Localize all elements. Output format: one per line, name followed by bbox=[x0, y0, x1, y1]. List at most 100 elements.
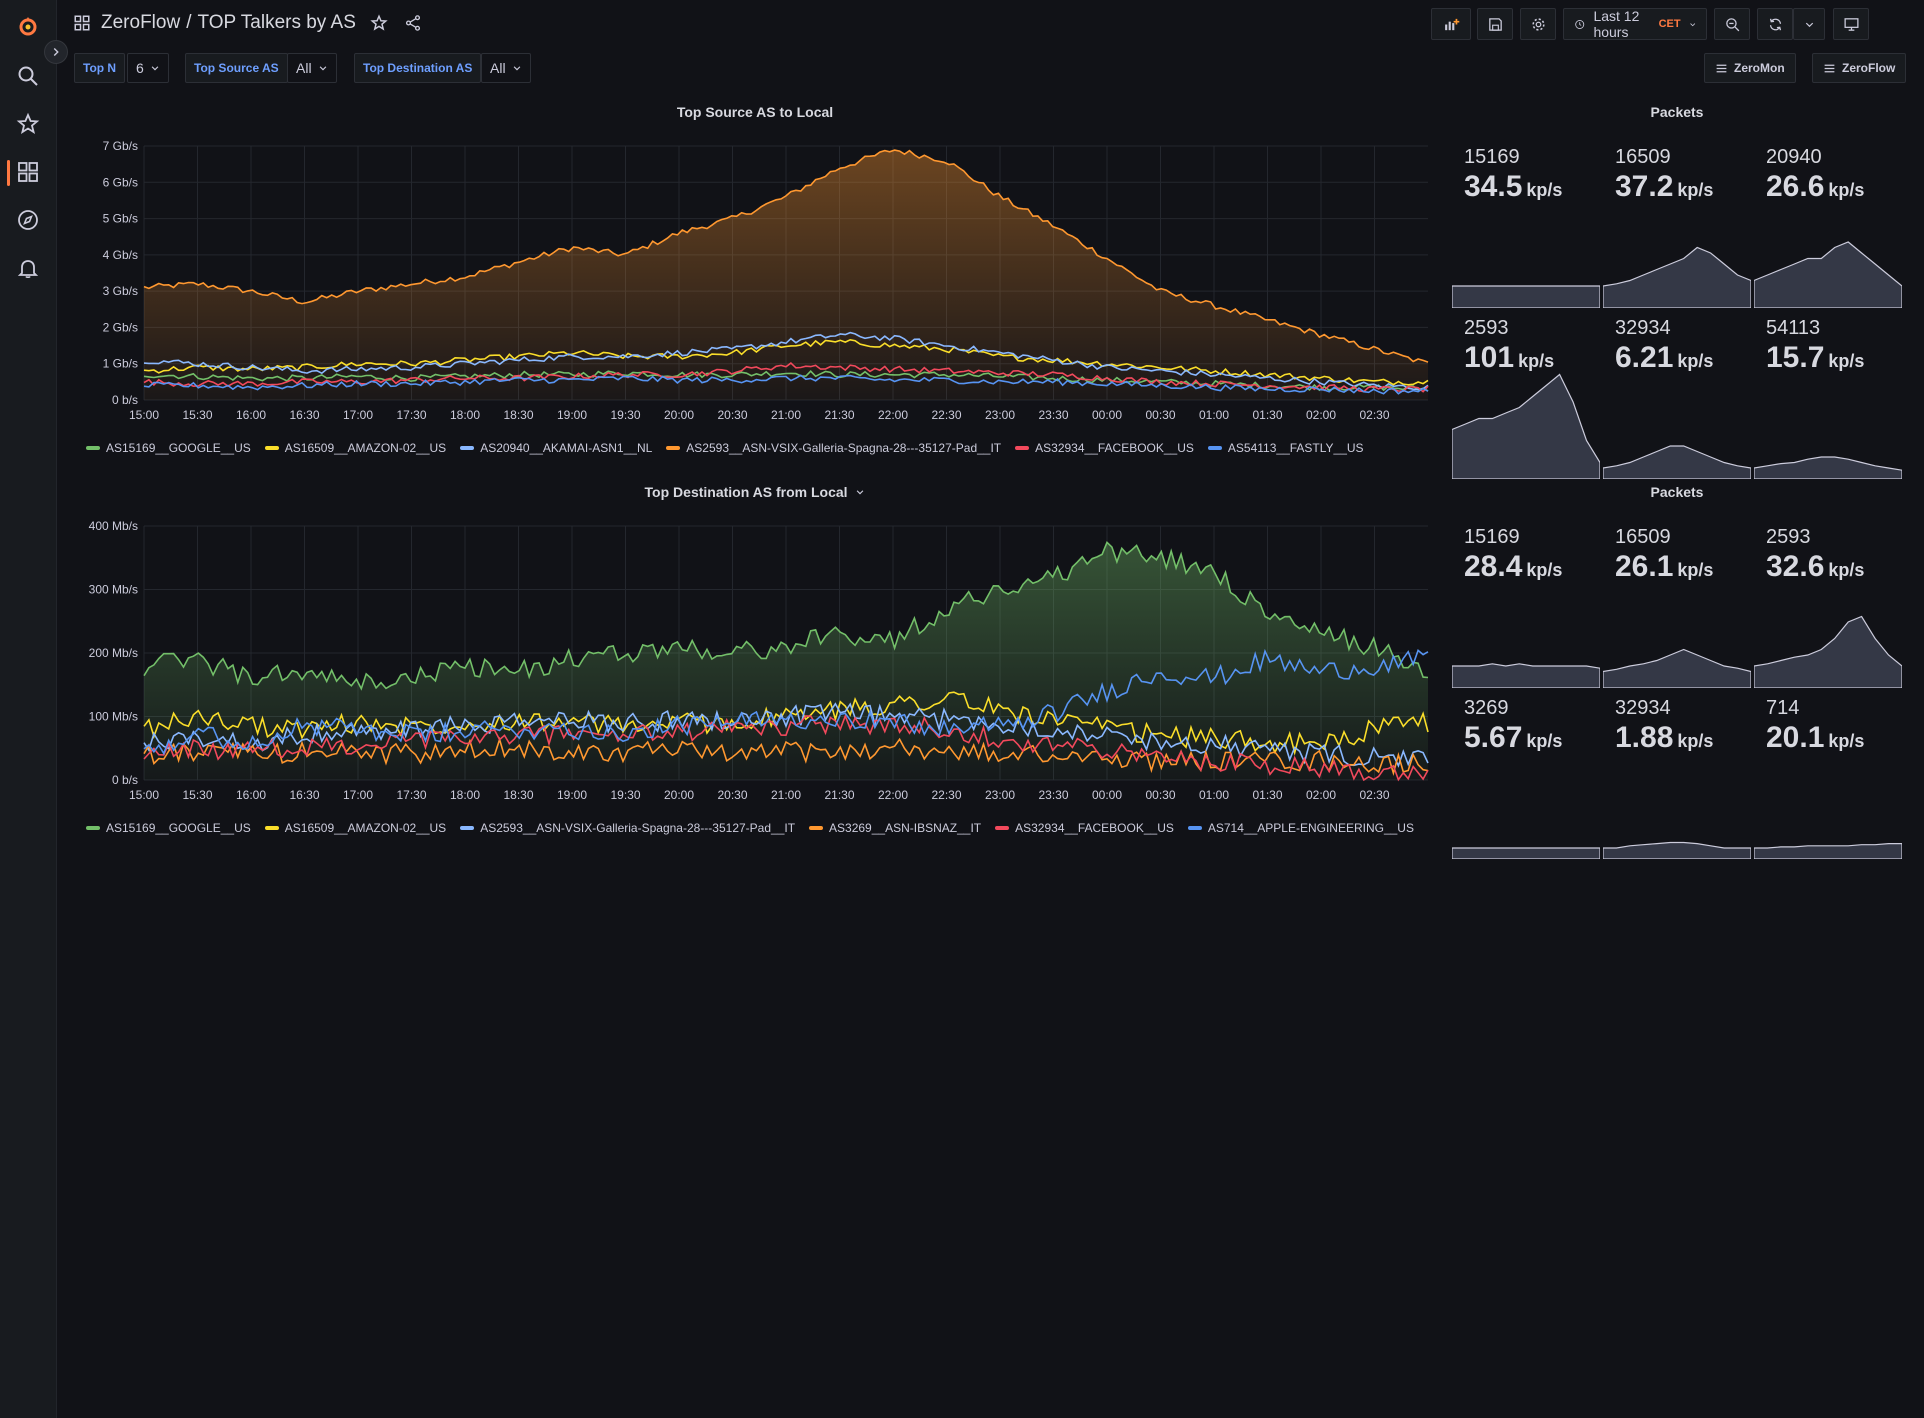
series-line[interactable] bbox=[143, 370, 1429, 392]
stat-cell[interactable]: 2593 32.6 kp/s bbox=[1754, 518, 1902, 688]
series-line[interactable] bbox=[143, 648, 1429, 756]
legend-item[interactable]: AS2593__ASN-VSIX-Galleria-Spagna-28---35… bbox=[460, 821, 795, 835]
legend-label: AS32934__FACEBOOK__US bbox=[1015, 821, 1174, 835]
breadcrumb-separator: / bbox=[186, 12, 192, 33]
page-title[interactable]: TOP Talkers by AS bbox=[197, 12, 356, 33]
legend-label: AS2593__ASN-VSIX-Galleria-Spagna-28---35… bbox=[686, 441, 1002, 455]
chevron-down-icon bbox=[1689, 22, 1695, 26]
share-icon[interactable] bbox=[404, 14, 422, 32]
alerting-bell-icon[interactable] bbox=[14, 254, 42, 282]
legend-item[interactable]: AS54113__FASTLY__US bbox=[1207, 441, 1364, 455]
stat-cell[interactable]: 15169 28.4 kp/s bbox=[1452, 518, 1600, 688]
x-tick-label: 17:00 bbox=[343, 408, 373, 422]
series-area-fill bbox=[144, 150, 1428, 400]
search-icon[interactable] bbox=[14, 62, 42, 90]
stat-cell[interactable]: 2593 101 kp/s bbox=[1452, 309, 1600, 479]
dashboard-settings-button[interactable] bbox=[1520, 8, 1556, 40]
zoom-out-button[interactable] bbox=[1714, 8, 1750, 40]
x-tick-label: 23:00 bbox=[985, 408, 1015, 422]
stat-value: 1.88 kp/s bbox=[1615, 721, 1713, 755]
cycle-view-mode-button[interactable] bbox=[1833, 8, 1869, 40]
sparkline-area bbox=[1603, 841, 1751, 859]
x-tick-label: 19:30 bbox=[610, 788, 640, 802]
series-line[interactable] bbox=[143, 338, 1429, 386]
stat-unit: kp/s bbox=[1526, 560, 1563, 580]
stat-cell[interactable]: 3269 5.67 kp/s bbox=[1452, 689, 1600, 859]
y-tick-label: 7 Gb/s bbox=[103, 140, 138, 153]
stat-sparkline bbox=[1603, 841, 1751, 859]
stat-number: 34.5 bbox=[1464, 170, 1523, 203]
breadcrumb-folder-link[interactable]: ZeroFlow bbox=[101, 12, 181, 33]
time-range-picker[interactable]: Last 12 hours CET bbox=[1563, 8, 1707, 40]
y-tick-label: 5 Gb/s bbox=[103, 212, 138, 226]
x-tick-label: 01:00 bbox=[1199, 788, 1229, 802]
dashboard-link-zeroflow[interactable]: ZeroFlow bbox=[1812, 53, 1907, 83]
apps-grid-icon bbox=[74, 15, 90, 31]
add-panel-button[interactable] bbox=[1431, 8, 1471, 40]
legend-item[interactable]: AS32934__FACEBOOK__US bbox=[995, 821, 1174, 835]
panel-top-source-as[interactable]: Top Source AS to Local 0 b/s 1 Gb/s 2 Gb/s… bbox=[74, 98, 1436, 463]
timeseries-chart-source[interactable]: 0 b/s 1 Gb/s 2 Gb/s 3 Gb/s 4 Gb/s 5 Gb/s 6 Gb/… bbox=[74, 140, 1436, 424]
save-dashboard-button[interactable] bbox=[1477, 8, 1513, 40]
grafana-logo-icon[interactable] bbox=[14, 12, 42, 40]
series-line[interactable] bbox=[143, 331, 1429, 391]
var-select-top-n[interactable]: 6 bbox=[127, 53, 169, 83]
stat-cell[interactable]: 20940 26.6 kp/s bbox=[1754, 138, 1902, 308]
stat-cell[interactable]: 32934 6.21 kp/s bbox=[1603, 309, 1751, 479]
panel-source-packets[interactable]: Packets 15169 34.5 kp/s 16509 37.2 kp/s 20940 2… bbox=[1442, 98, 1912, 479]
var-select-value: All bbox=[296, 60, 312, 76]
legend-item[interactable]: AS20940__AKAMAI-ASN1__NL bbox=[460, 441, 652, 455]
var-select-top-source-as[interactable]: All bbox=[287, 53, 337, 83]
x-tick-label: 21:00 bbox=[771, 788, 801, 802]
x-tick-label: 22:30 bbox=[931, 408, 961, 422]
legend-item[interactable]: AS714__APPLE-ENGINEERING__US bbox=[1187, 821, 1414, 835]
series-line[interactable] bbox=[143, 713, 1429, 782]
panel-title-with-menu[interactable]: Top Destination AS from Local bbox=[74, 484, 1436, 500]
legend-item[interactable]: AS3269__ASN-IBSNAZ__IT bbox=[809, 821, 981, 835]
stat-value: 5.67 kp/s bbox=[1464, 721, 1562, 755]
x-tick-label: 15:30 bbox=[182, 788, 212, 802]
zoom-out-icon bbox=[1725, 17, 1739, 31]
mark-favorite-star-icon[interactable] bbox=[370, 14, 388, 32]
legend-item[interactable]: AS32934__FACEBOOK__US bbox=[1015, 441, 1194, 455]
panel-title: Packets bbox=[1650, 484, 1704, 500]
sidebar bbox=[0, 0, 68, 1418]
legend-item[interactable]: AS16509__AMAZON-02__US bbox=[264, 441, 446, 455]
explore-compass-icon[interactable] bbox=[14, 206, 42, 234]
x-tick-label: 16:00 bbox=[236, 408, 266, 422]
legend-swatch bbox=[460, 826, 475, 830]
dashboard-link-zeromon[interactable]: ZeroMon bbox=[1704, 53, 1796, 83]
expand-sidebar-button[interactable] bbox=[44, 40, 68, 64]
legend-swatch bbox=[460, 446, 475, 450]
star-icon[interactable] bbox=[14, 110, 42, 138]
var-select-top-destination-as[interactable]: All bbox=[481, 53, 531, 83]
series-line[interactable] bbox=[143, 541, 1429, 691]
timeseries-chart-destination[interactable]: 0 b/s 100 Mb/s 200 Mb/s 300 Mb/s 400 Mb/s 15:… bbox=[74, 520, 1436, 804]
stat-cell[interactable]: 32934 1.88 kp/s bbox=[1603, 689, 1751, 859]
legend-item[interactable]: AS15169__GOOGLE__US bbox=[86, 441, 251, 455]
refresh-button[interactable] bbox=[1757, 8, 1793, 40]
panel-destination-packets[interactable]: Packets 15169 28.4 kp/s 16509 26.1 kp/s 2593 32… bbox=[1442, 478, 1912, 859]
series-line[interactable] bbox=[143, 691, 1429, 756]
stat-label: 2593 bbox=[1766, 526, 1811, 548]
legend-item[interactable]: AS16509__AMAZON-02__US bbox=[264, 821, 446, 835]
stat-cell[interactable]: 16509 26.1 kp/s bbox=[1603, 518, 1751, 688]
stat-unit: kp/s bbox=[1677, 731, 1714, 751]
stat-cell[interactable]: 54113 15.7 kp/s bbox=[1754, 309, 1902, 479]
legend-item[interactable]: AS2593__ASN-VSIX-Galleria-Spagna-28---35… bbox=[666, 441, 1001, 455]
dashboards-icon[interactable] bbox=[14, 158, 42, 186]
panel-top-destination-as[interactable]: Top Destination AS from Local 0 b/s 100 M… bbox=[74, 478, 1436, 843]
stat-cell[interactable]: 714 20.1 kp/s bbox=[1754, 689, 1902, 859]
legend-item[interactable]: AS15169__GOOGLE__US bbox=[86, 821, 251, 835]
sparkline-area bbox=[1603, 246, 1751, 308]
stat-number: 5.67 bbox=[1464, 721, 1523, 754]
refresh-icon bbox=[1769, 18, 1781, 30]
series-line[interactable] bbox=[143, 374, 1429, 395]
legend-swatch bbox=[1187, 826, 1202, 830]
stat-cell[interactable]: 16509 37.2 kp/s bbox=[1603, 138, 1751, 308]
series-line[interactable] bbox=[143, 149, 1429, 363]
stat-cell[interactable]: 15169 34.5 kp/s bbox=[1452, 138, 1600, 308]
series-line[interactable] bbox=[143, 736, 1429, 777]
stat-number: 20.1 bbox=[1766, 721, 1825, 754]
refresh-interval-dropdown[interactable] bbox=[1793, 8, 1825, 40]
